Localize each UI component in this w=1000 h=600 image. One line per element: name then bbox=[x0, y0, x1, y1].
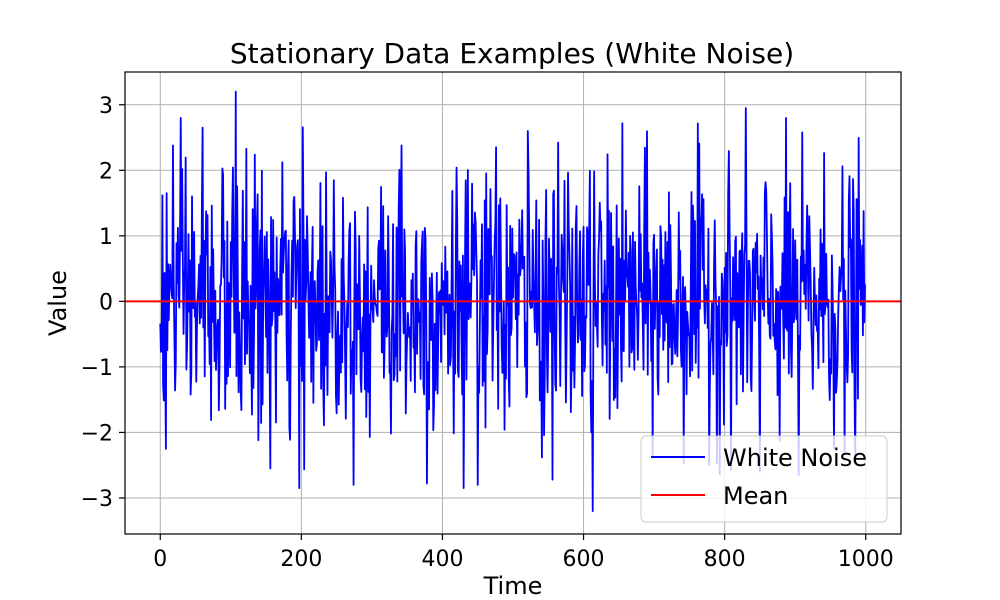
y-tick-label: 3 bbox=[99, 94, 113, 119]
y-tick-label: −2 bbox=[81, 421, 113, 446]
x-tick-label: 0 bbox=[153, 547, 167, 572]
x-axis-label: Time bbox=[483, 572, 543, 600]
y-tick-label: −1 bbox=[81, 356, 113, 381]
x-tick-label: 400 bbox=[421, 547, 463, 572]
x-tick-label: 1000 bbox=[838, 547, 894, 572]
x-tick-label: 800 bbox=[704, 547, 746, 572]
legend-label-mean: Mean bbox=[723, 482, 788, 510]
x-tick-label: 600 bbox=[563, 547, 605, 572]
y-tick-label: 2 bbox=[99, 159, 113, 184]
plot-frame bbox=[124, 71, 902, 535]
chart-title: Stationary Data Examples (White Noise) bbox=[230, 37, 794, 70]
y-tick-label: 0 bbox=[99, 290, 113, 315]
legend-label-white-noise: White Noise bbox=[723, 444, 867, 472]
legend: White Noise Mean bbox=[640, 435, 888, 523]
y-tick-label: −3 bbox=[81, 487, 113, 512]
x-axis: 0 200 400 600 800 1000 bbox=[153, 534, 894, 572]
x-tick-label: 200 bbox=[280, 547, 322, 572]
y-tick-label: 1 bbox=[99, 225, 113, 250]
y-axis: −3 −2 −1 0 1 2 3 bbox=[81, 94, 125, 512]
series-line-white-noise bbox=[159, 90, 866, 512]
y-axis-label: Value bbox=[44, 270, 72, 336]
